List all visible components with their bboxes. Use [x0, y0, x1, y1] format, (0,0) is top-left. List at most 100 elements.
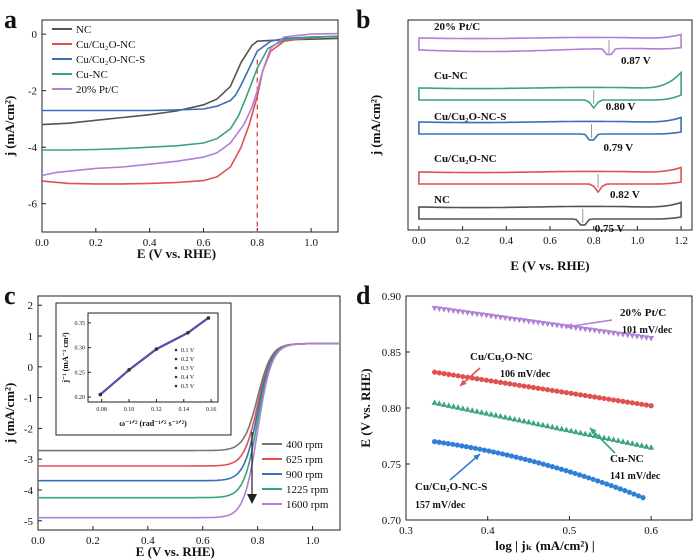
y-tick-label: -2: [24, 423, 33, 435]
data-point: [507, 381, 513, 387]
callout-arrow: [449, 453, 481, 481]
data-point: [606, 396, 612, 402]
data-point: [634, 334, 641, 340]
series-label: Cu/Cu₂O-NC: [470, 351, 533, 363]
data-point: [635, 493, 642, 499]
x-tick-label: 1.0: [306, 535, 320, 547]
data-point: [486, 448, 492, 454]
inset-y-label: j⁻¹ (mA⁻¹ cm²): [61, 332, 70, 384]
series-line: [41, 35, 339, 185]
data-point: [455, 309, 462, 315]
series-label: 20% Pt/C: [434, 21, 480, 33]
y-tick-label: 0: [28, 362, 34, 374]
x-tick-label: 0.4: [481, 525, 495, 537]
data-point: [610, 397, 617, 403]
data-point: [483, 313, 490, 319]
data-point: [601, 395, 607, 402]
data-point: [567, 469, 574, 475]
plot-frame: [87, 312, 219, 403]
x-axis-label: E (V vs. RHE): [136, 544, 215, 559]
peak-label: 0.75 V: [595, 223, 625, 235]
data-point: [610, 330, 617, 337]
inset-x-label: ω⁻¹ᐟ² (rad⁻¹ᐟ² s⁻¹ᐟ²): [119, 419, 187, 428]
data-point: [610, 436, 617, 442]
data-point: [587, 393, 593, 399]
data-point: [582, 430, 589, 437]
data-point: [450, 403, 457, 409]
y-tick-label: -4: [24, 485, 34, 497]
data-point: [445, 441, 451, 447]
data-point: [513, 454, 519, 460]
data-point: [629, 440, 636, 446]
data-point: [464, 406, 471, 412]
inset-x-tick-label: 0.12: [151, 407, 162, 413]
y-tick-label: 0.80: [382, 403, 402, 415]
inset-legend-entry: 0.4 V: [181, 375, 195, 381]
data-point: [445, 402, 452, 408]
data-point: [431, 305, 438, 312]
data-point: [634, 441, 641, 447]
data-point: [432, 369, 438, 375]
data-point: [615, 398, 621, 404]
cv-loop: [418, 116, 682, 141]
data-point: [629, 333, 636, 339]
data-point: [535, 320, 542, 326]
data-point: [549, 387, 555, 394]
data-point: [478, 312, 485, 318]
data-point: [492, 412, 499, 418]
series-label: Cu/Cu₂O-NC: [434, 153, 497, 165]
x-tick-label: 0.6: [196, 535, 210, 547]
plot-frame: [37, 295, 341, 531]
tafel-slope-label: 106 mV/dec: [500, 369, 551, 380]
y-tick-label: -3: [24, 454, 34, 466]
data-point: [643, 402, 650, 408]
data-point: [497, 379, 504, 385]
callout-arrow-head: [566, 323, 573, 330]
y-tick-label: -5: [24, 516, 34, 528]
inset-x-tick-label: 0.08: [96, 407, 107, 413]
data-point: [490, 449, 497, 455]
data-point: [638, 334, 645, 341]
x-tick-label: 1.0: [631, 235, 645, 247]
arrow-head: [247, 494, 257, 504]
inset-legend-entry: 0.2 V: [181, 357, 195, 363]
data-point: [638, 442, 645, 448]
data-point: [483, 377, 489, 383]
y-tick-label: 0.75: [382, 459, 402, 471]
panel-letter: c: [4, 281, 16, 310]
panel-a: a 0.0 0.2 0.4 0.6 0.8 1.0 E (V vs. RHE) 0 -2 -4 -6 j…: [2, 5, 339, 261]
data-point: [592, 394, 598, 400]
data-point: [535, 385, 541, 391]
data-point: [436, 306, 443, 312]
data-point: [601, 329, 608, 335]
panel-b: b 0.0 0.2 0.4 0.6 0.8 1.0 1.2 E (V vs. RHE) j (mA…: [356, 5, 693, 273]
peak-label: 0.79 V: [604, 142, 634, 154]
panel-c: c 0.0 0.2 0.4 0.6 0.8 1.0 E (V vs. RHE) 2 1 0 -1 -2 -…: [2, 281, 341, 559]
data-point: [521, 383, 527, 389]
data-point: [576, 472, 583, 478]
data-point: [620, 398, 626, 404]
data-point: [586, 475, 592, 481]
x-tick-label: 0.2: [89, 237, 103, 249]
x-tick-label: 0.0: [35, 237, 49, 249]
data-point: [572, 470, 578, 477]
legend-entry: 900 rpm: [286, 469, 323, 481]
peak-label: 0.87 V: [621, 55, 651, 67]
x-tick-label: 0.4: [143, 237, 157, 249]
data-point: [502, 380, 508, 386]
x-tick-label: 0.2: [86, 535, 100, 547]
data-point: [622, 487, 628, 494]
data-point: [509, 453, 515, 459]
y-tick-label: 2: [28, 300, 34, 312]
data-point: [568, 390, 574, 396]
legend-entry: 400 rpm: [286, 439, 323, 451]
x-tick-label: 0.8: [587, 235, 601, 247]
data-point: [604, 481, 610, 487]
legend-entry: NC: [76, 24, 91, 36]
data-point: [455, 404, 462, 410]
x-tick-label: 0.8: [250, 237, 264, 249]
inset-legend-marker: [174, 384, 178, 388]
data-point: [492, 314, 499, 320]
data-point: [499, 451, 506, 457]
data-point: [619, 332, 626, 338]
